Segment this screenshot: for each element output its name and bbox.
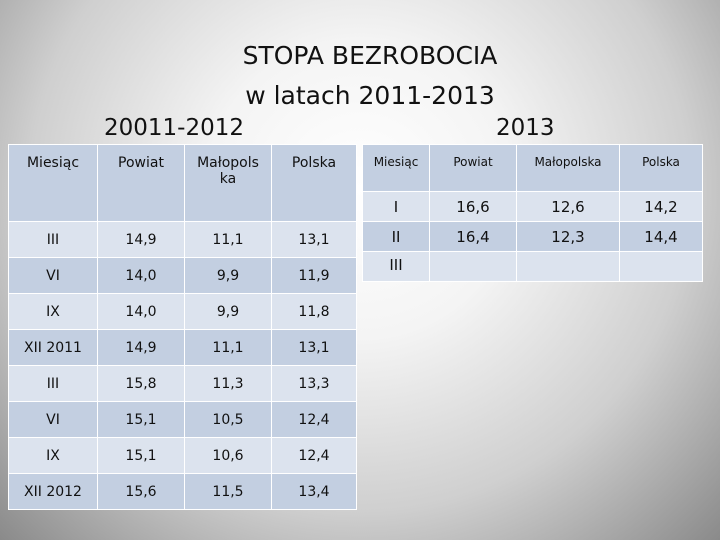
cell-month: II — [362, 221, 430, 252]
cell-polska: 11,8 — [271, 293, 357, 330]
table-row: I 16,6 12,6 14,2 — [362, 191, 703, 222]
cell-malopolska: 11,1 — [184, 329, 272, 366]
cell-powiat: 14,9 — [97, 221, 185, 258]
subtitle-2013: 2013 — [496, 115, 555, 141]
header-powiat: Powiat — [97, 144, 185, 222]
cell-malopolska: 9,9 — [184, 257, 272, 294]
title-line-2: w latach 2011-2013 — [245, 81, 495, 110]
table-header-row: Miesiąc Powiat Małopols ka Polska — [8, 144, 357, 222]
table-row: IX 15,1 10,6 12,4 — [8, 437, 357, 474]
cell-polska: 12,4 — [271, 401, 357, 438]
cell-malopolska: 12,6 — [516, 191, 620, 222]
table-row: VI 15,1 10,5 12,4 — [8, 401, 357, 438]
cell-powiat: 15,6 — [97, 473, 185, 510]
cell-powiat — [429, 251, 517, 282]
cell-malopolska: 11,3 — [184, 365, 272, 402]
cell-powiat: 16,4 — [429, 221, 517, 252]
cell-powiat: 15,1 — [97, 401, 185, 438]
cell-month: XII 2012 — [8, 473, 98, 510]
cell-powiat: 14,9 — [97, 329, 185, 366]
cell-month: IX — [8, 437, 98, 474]
cell-polska: 13,1 — [271, 221, 357, 258]
cell-malopolska: 11,5 — [184, 473, 272, 510]
table-row: II 16,4 12,3 14,4 — [362, 221, 703, 252]
header-malopolska: Małopols ka — [184, 144, 272, 222]
header-month: Miesiąc — [362, 144, 430, 192]
cell-malopolska: 10,5 — [184, 401, 272, 438]
unemployment-table-2013: Miesiąc Powiat Małopolska Polska I 16,6 … — [362, 144, 703, 282]
cell-powiat: 16,6 — [429, 191, 517, 222]
cell-powiat: 14,0 — [97, 293, 185, 330]
cell-polska: 11,9 — [271, 257, 357, 294]
table-row: XII 2011 14,9 11,1 13,1 — [8, 329, 357, 366]
table-row: IX 14,0 9,9 11,8 — [8, 293, 357, 330]
cell-month: XII 2011 — [8, 329, 98, 366]
cell-malopolska: 10,6 — [184, 437, 272, 474]
header-polska: Polska — [619, 144, 703, 192]
cell-polska: 13,3 — [271, 365, 357, 402]
cell-powiat: 14,0 — [97, 257, 185, 294]
table-row: III — [362, 251, 703, 282]
cell-month: III — [362, 251, 430, 282]
unemployment-table-2011-2012: Miesiąc Powiat Małopols ka Polska III 14… — [8, 144, 357, 510]
cell-polska: 13,1 — [271, 329, 357, 366]
cell-malopolska: 11,1 — [184, 221, 272, 258]
cell-polska: 12,4 — [271, 437, 357, 474]
cell-month: I — [362, 191, 430, 222]
title-line-1: STOPA BEZROBOCIA — [242, 41, 498, 70]
header-powiat: Powiat — [429, 144, 517, 192]
subtitle-2011-2012: 20011-2012 — [104, 115, 244, 141]
table-header-row: Miesiąc Powiat Małopolska Polska — [362, 144, 703, 192]
header-malopolska: Małopolska — [516, 144, 620, 192]
table-row: XII 2012 15,6 11,5 13,4 — [8, 473, 357, 510]
cell-polska — [619, 251, 703, 282]
cell-malopolska: 9,9 — [184, 293, 272, 330]
cell-month: III — [8, 221, 98, 258]
cell-month: IX — [8, 293, 98, 330]
cell-polska: 13,4 — [271, 473, 357, 510]
header-polska: Polska — [271, 144, 357, 222]
cell-malopolska: 12,3 — [516, 221, 620, 252]
cell-powiat: 15,8 — [97, 365, 185, 402]
cell-polska: 14,4 — [619, 221, 703, 252]
table-row: VI 14,0 9,9 11,9 — [8, 257, 357, 294]
table-row: III 14,9 11,1 13,1 — [8, 221, 357, 258]
cell-month: VI — [8, 257, 98, 294]
cell-powiat: 15,1 — [97, 437, 185, 474]
table-row: III 15,8 11,3 13,3 — [8, 365, 357, 402]
cell-polska: 14,2 — [619, 191, 703, 222]
cell-month: III — [8, 365, 98, 402]
cell-month: VI — [8, 401, 98, 438]
cell-malopolska — [516, 251, 620, 282]
header-month: Miesiąc — [8, 144, 98, 222]
